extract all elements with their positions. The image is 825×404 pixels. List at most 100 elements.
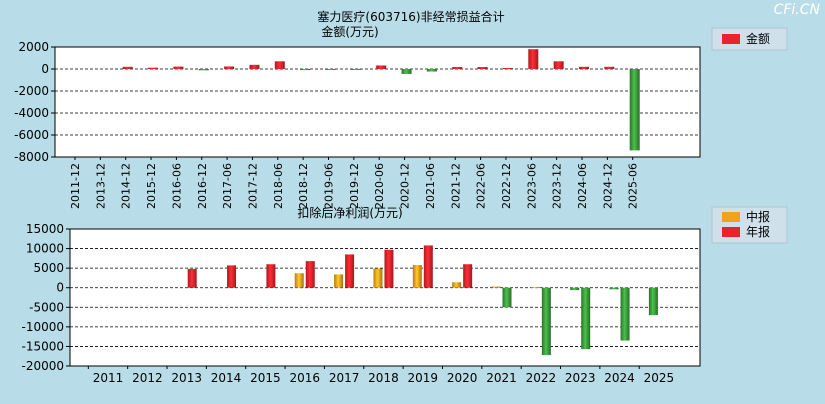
chart2-ytick-label: 10000 (26, 242, 64, 256)
chart1-xtick-label: 2025-06 (627, 163, 640, 209)
chart2-title: 扣除后净利润(万元) (297, 205, 402, 220)
chart1-bar-8 (274, 61, 285, 69)
chart2-xtick-label: 2012 (132, 371, 163, 385)
chart1-ytick-label: -2000 (14, 84, 49, 98)
legend-label-amount: 金额 (746, 31, 770, 46)
chart1-bar-21 (604, 66, 615, 69)
chart2-xtick-label: 2021 (486, 371, 517, 385)
chart2-xtick-label: 2013 (171, 371, 202, 385)
chart1-xtick-label: 2019-12 (348, 163, 361, 209)
chart1-xtick-label: 2018-12 (297, 163, 310, 209)
chart1-bar-7 (249, 64, 260, 69)
chart2-bar-interim-9 (452, 282, 462, 288)
chart2-bar-annual-10 (502, 287, 512, 308)
chart1-bar-11 (350, 69, 361, 70)
chart2-ytick-label: 0 (56, 281, 64, 295)
chart1-xtick-label: 2019-06 (323, 163, 336, 209)
chart1-xtick-label: 2024-12 (601, 163, 614, 209)
chart1-ytick-label: -4000 (14, 106, 49, 120)
chart1-ytick-label: -8000 (14, 150, 49, 164)
chart1-xtick-label: 2013-12 (94, 163, 107, 209)
chart1-ytick-label: 2000 (18, 40, 49, 54)
legend-label-annual: 年报 (746, 224, 770, 239)
chart1-xtick-label: 2020-06 (373, 163, 386, 209)
watermark: CFi.CN (774, 2, 821, 18)
chart1-bar-20 (579, 66, 589, 69)
chart2-bar-interim-11 (530, 286, 540, 288)
chart1-xtick-label: 2022-06 (475, 163, 488, 209)
chart1-bar-2 (122, 66, 133, 69)
chart2-xtick-label: 2017 (329, 371, 360, 385)
chart2-bar-annual-5 (305, 261, 315, 288)
chart2-xtick-label: 2011 (93, 371, 124, 385)
chart1-ytick-label: -6000 (14, 128, 49, 142)
chart1-xtick-label: 2021-12 (449, 163, 462, 209)
chart1-bar-16 (477, 67, 488, 69)
chart1-bar-14 (426, 69, 437, 72)
chart2-legend: 中报 年报 (711, 206, 788, 244)
chart2-bar-annual-6 (345, 254, 355, 288)
chart1-bar-4 (173, 66, 184, 69)
chart2-ytick-label: -10000 (21, 320, 64, 334)
chart1-plot: 2000 0 -2000 -4000 -6000 -8000 2011-12 2013-12 2… (14, 40, 701, 209)
chart1-subtitle: 金额(万元) (321, 24, 378, 39)
chart1-xtick-label: 2023-06 (525, 163, 538, 209)
chart2-bar-interim-8 (412, 265, 422, 288)
chart1-xtick-label: 2017-06 (221, 163, 234, 209)
chart2-bar-interim-12 (570, 287, 580, 291)
chart2-xtick-label: 2014 (211, 371, 242, 385)
chart1-bar-17 (502, 68, 513, 70)
legend-label-interim: 中报 (746, 209, 770, 224)
chart1-xtick-label: 2017-12 (246, 163, 259, 209)
chart1-xtick-label: 2015-12 (145, 163, 158, 209)
chart1-bar-19 (553, 61, 564, 69)
chart1-bar-5 (198, 69, 209, 71)
chart2-plot-area (69, 228, 701, 367)
chart1-bar-18 (528, 49, 539, 69)
chart1-xtick-label: 2014-12 (120, 163, 133, 209)
chart1-plot-area (54, 46, 701, 158)
chart2-bar-annual-11 (541, 287, 551, 356)
chart1-xtick-label: 2016-12 (196, 163, 209, 209)
chart2-bar-annual-12 (581, 287, 591, 350)
chart2-bar-annual-2 (187, 268, 197, 288)
chart2-bar-interim-5 (294, 273, 304, 288)
chart2-ytick-label: 15000 (26, 222, 64, 236)
chart2-bar-interim-10 (491, 286, 501, 288)
chart1-bar-15 (452, 67, 463, 69)
chart2-bar-annual-3 (227, 265, 237, 288)
legend-swatch-interim (722, 212, 740, 222)
chart1-xtick-label: 2023-12 (551, 163, 564, 209)
chart1-bar-9 (300, 69, 311, 71)
chart2-bar-annual-7 (384, 249, 394, 288)
chart1-legend-box (711, 27, 788, 51)
chart1-xtick-label: 2018-06 (272, 163, 285, 209)
chart1-xtick-label: 2020-12 (399, 163, 412, 209)
chart1-xtick-label: 2022-12 (500, 163, 513, 209)
chart2-bar-interim-14 (648, 287, 658, 316)
chart2-xtick-label: 2019 (408, 371, 439, 385)
chart1-xtick-label: 2016-06 (170, 163, 183, 209)
chart2-bar-interim-6 (334, 274, 344, 288)
chart2-ytick-label: 5000 (33, 261, 64, 275)
chart2-bar-interim-7 (373, 268, 383, 288)
chart2-bar-interim-13 (609, 287, 619, 290)
chart2-ytick-label: -20000 (21, 359, 64, 373)
chart2-ytick-label: -5000 (29, 300, 64, 314)
legend-swatch-amount (722, 34, 740, 44)
chart1-bar-6 (224, 66, 235, 69)
chart1-ytick-label: 0 (41, 62, 49, 76)
legend-swatch-annual (722, 227, 740, 237)
chart1-bar-22 (629, 69, 640, 151)
chart2-xtick-label: 2015 (250, 371, 281, 385)
chart1-xtick-label: 2021-06 (424, 163, 437, 209)
chart2-xtick-label: 2025 (644, 371, 675, 385)
chart1-bar-13 (401, 69, 412, 74)
chart2-plot: 15000 10000 5000 0 -5000 -10000 -15000 -20000 20… (21, 222, 701, 385)
chart1-bar-10 (325, 69, 336, 70)
chart2-bar-annual-4 (266, 264, 276, 288)
chart1-xtick-label: 2024-06 (576, 163, 589, 209)
chart2-xtick-label: 2022 (526, 371, 557, 385)
